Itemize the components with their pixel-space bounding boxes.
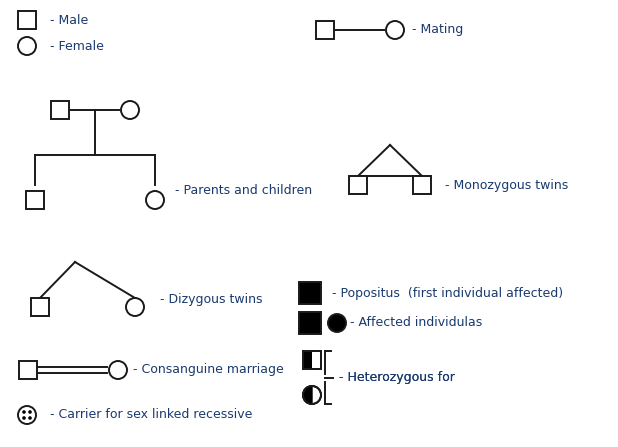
- Bar: [299, 282, 321, 304]
- Bar: [51, 101, 69, 119]
- Bar: [349, 176, 367, 194]
- Circle shape: [109, 361, 127, 379]
- Text: - Affected individulas: - Affected individulas: [350, 316, 482, 329]
- Circle shape: [126, 298, 144, 316]
- Bar: [316, 21, 334, 39]
- Circle shape: [386, 21, 404, 39]
- Bar: [303, 351, 312, 369]
- Circle shape: [121, 101, 139, 119]
- Text: - Heterozygous for: - Heterozygous for: [339, 371, 455, 384]
- Bar: [31, 298, 49, 316]
- Bar: [299, 312, 321, 334]
- Bar: [303, 351, 321, 369]
- Circle shape: [28, 416, 32, 420]
- Circle shape: [18, 406, 36, 424]
- Text: - Heterozygous for: - Heterozygous for: [339, 371, 455, 384]
- Bar: [19, 361, 37, 379]
- Text: - Male: - Male: [50, 13, 88, 26]
- Circle shape: [328, 314, 346, 332]
- Circle shape: [18, 37, 36, 55]
- Text: - Monozygous twins: - Monozygous twins: [445, 178, 568, 191]
- Text: - Consanguine marriage: - Consanguine marriage: [133, 363, 284, 376]
- Text: - Female: - Female: [50, 39, 104, 52]
- Polygon shape: [303, 386, 312, 404]
- Text: - Popositus  (first individual affected): - Popositus (first individual affected): [332, 287, 563, 299]
- Bar: [18, 11, 36, 29]
- Text: - Dizygous twins: - Dizygous twins: [160, 294, 263, 307]
- Bar: [303, 351, 321, 369]
- Text: - Carrier for sex linked recessive: - Carrier for sex linked recessive: [50, 409, 252, 422]
- Bar: [413, 176, 431, 194]
- Circle shape: [22, 416, 26, 420]
- Circle shape: [303, 386, 321, 404]
- Circle shape: [28, 410, 32, 414]
- Circle shape: [22, 410, 26, 414]
- Bar: [26, 191, 44, 209]
- Text: - Parents and children: - Parents and children: [175, 184, 312, 197]
- Circle shape: [146, 191, 164, 209]
- Text: - Mating: - Mating: [412, 24, 464, 37]
